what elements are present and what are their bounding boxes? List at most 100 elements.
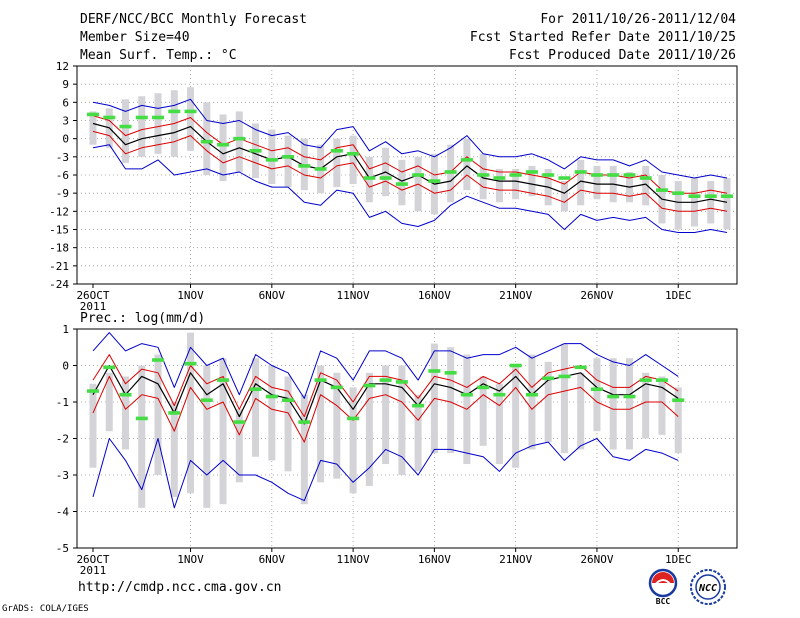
panel-0-ytick-label: -21	[49, 260, 69, 273]
panel-1-climatology-marker	[526, 393, 538, 397]
panel-1-climatology-marker	[250, 387, 262, 391]
panel-0-range-bar	[285, 136, 292, 187]
panel-0-ytick-label: -6	[56, 169, 69, 182]
panel-0-climatology-marker	[705, 194, 717, 198]
panel-1-year-label: 2011	[80, 564, 107, 577]
panel-1-climatology-marker	[152, 358, 164, 362]
panel-0-ytick-label: 6	[62, 96, 69, 109]
panel-0-range-bar	[220, 114, 227, 181]
panel-1-range-bar	[561, 344, 568, 454]
panel-0-climatology-marker	[558, 176, 570, 180]
panel-0-ytick-label: 12	[56, 60, 69, 73]
panel-1-climatology-marker	[591, 387, 603, 391]
panel-0-climatology-marker	[185, 110, 197, 114]
panel-0-xtick-label: 1DEC	[665, 289, 692, 302]
panel-0-climatology-marker	[168, 110, 180, 114]
panel-0-range-bar	[724, 178, 731, 229]
panel-0-ytick-label: -24	[49, 278, 69, 291]
panel-1-range-bar	[577, 373, 584, 450]
panel-0-climatology-marker	[656, 188, 668, 192]
panel-0-xtick-label: 1NOV	[177, 289, 204, 302]
panel-0-climatology-marker	[721, 194, 733, 198]
panel-0-climatology-marker	[493, 176, 505, 180]
panel-0-climatology-marker	[201, 140, 213, 144]
panel-0-range-bar	[593, 166, 600, 199]
panel-0-climatology-marker	[315, 167, 327, 171]
panel-0-climatology-marker	[233, 137, 245, 141]
panel-0-climatology-marker	[445, 170, 457, 174]
precip-panel-title: Prec.: log(mm/d)	[80, 311, 205, 326]
panel-1-climatology-marker	[428, 369, 440, 373]
panel-0-ytick-label: 3	[62, 115, 69, 128]
ncc-logo-text: NCC	[698, 583, 717, 594]
panel-1-range-bar	[268, 366, 275, 461]
panel-1-climatology-marker	[201, 398, 213, 402]
panel-0-climatology-marker	[298, 164, 310, 168]
panel-1-xtick-label: 11NOV	[337, 553, 370, 566]
panel-0-climatology-marker	[250, 149, 262, 153]
panel-0-range-bar	[187, 87, 194, 151]
panel-1-range-bar	[122, 376, 129, 449]
panel-0-climatology-marker	[380, 176, 392, 180]
panel-0-climatology-marker	[477, 173, 489, 177]
panel-0-climatology-marker	[282, 155, 294, 159]
panel-1-climatology-marker	[461, 393, 473, 397]
panel-0-ytick-label: -12	[49, 205, 69, 218]
panel-1-climatology-marker	[217, 378, 229, 382]
panel-1-range-bar	[252, 358, 259, 457]
panel-1-ytick-label: -4	[56, 506, 70, 519]
panel-1-climatology-marker	[298, 420, 310, 424]
panel-0-range-bar	[675, 181, 682, 229]
panel-1-xtick-label: 6NOV	[259, 553, 286, 566]
panel-0-climatology-marker	[640, 176, 652, 180]
panel-0-climatology-marker	[688, 194, 700, 198]
panel-1-range-bar	[366, 373, 373, 486]
panel-1-xtick-label: 1NOV	[177, 553, 204, 566]
panel-0-xtick-label: 6NOV	[259, 289, 286, 302]
panel-0-climatology-marker	[363, 176, 375, 180]
panel-1-climatology-marker	[315, 378, 327, 382]
panel-1-climatology-marker	[347, 417, 359, 421]
panel-0-climatology-marker	[120, 125, 132, 129]
panel-0-ytick-label: -9	[56, 187, 69, 200]
panel-0-climatology-marker	[266, 158, 278, 162]
panel-0-climatology-marker	[607, 173, 619, 177]
panel-1-range-bar	[658, 376, 665, 434]
panel-1-climatology-marker	[510, 364, 522, 368]
panel-1-climatology-marker	[103, 366, 115, 370]
panel-1-climatology-marker	[168, 411, 180, 415]
panel-0-climatology-marker	[396, 182, 408, 186]
panel-0-climatology-marker	[331, 149, 343, 153]
panel-1-xtick-label: 26NOV	[580, 553, 613, 566]
panel-1-climatology-marker	[640, 378, 652, 382]
panel-1-climatology-marker	[493, 393, 505, 397]
panel-0-climatology-marker	[672, 191, 684, 195]
panel-0-xtick-label: 21NOV	[499, 289, 532, 302]
panel-0-climatology-marker	[428, 179, 440, 183]
panel-0-range-bar	[561, 181, 568, 211]
bcc-logo: BCC	[643, 567, 683, 607]
grads-credit: GrADS: COLA/IGES	[2, 604, 89, 614]
panel-0-climatology-marker	[152, 116, 164, 120]
panel-0-range-bar	[350, 136, 357, 184]
panel-1-range-bar	[528, 355, 535, 450]
panel-1-range-bar	[171, 402, 178, 497]
panel-0-climatology-marker	[575, 170, 587, 174]
panel-0-climatology-marker	[542, 173, 554, 177]
panel-1-range-bar	[90, 384, 97, 468]
panel-1-climatology-marker	[266, 395, 278, 399]
panel-1-range-bar	[593, 358, 600, 431]
source-url[interactable]: http://cmdp.ncc.cma.gov.cn	[78, 580, 282, 595]
panel-1-climatology-marker	[363, 384, 375, 388]
panel-0-ytick-label: -18	[49, 242, 69, 255]
panel-0-climatology-marker	[347, 152, 359, 156]
panel-1-ytick-label: -3	[56, 469, 69, 482]
panel-0-ytick-label: -15	[49, 224, 69, 237]
panel-1-climatology-marker	[120, 393, 132, 397]
panel-1-climatology-marker	[575, 366, 587, 370]
panel-0-climatology-marker	[87, 113, 99, 117]
panel-1-xtick-label: 1DEC	[665, 553, 692, 566]
panel-1-climatology-marker	[185, 362, 197, 366]
panel-1-xtick-label: 21NOV	[499, 553, 532, 566]
panel-1-xtick-label: 16NOV	[418, 553, 451, 566]
